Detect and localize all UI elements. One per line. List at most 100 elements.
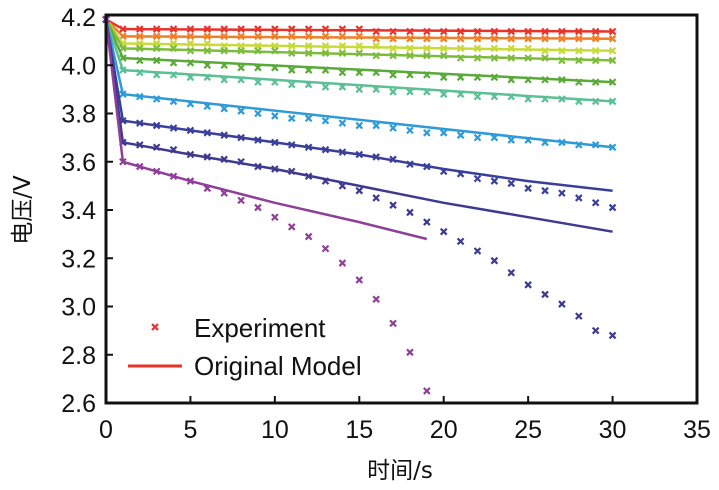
x-tick-label: 30 [599, 416, 627, 444]
series-curve-1 [102, 15, 617, 36]
experiment-point [254, 63, 262, 72]
experiment-point [406, 34, 414, 43]
experiment-point [507, 92, 516, 101]
series-curve-4 [102, 15, 617, 65]
experiment-point [507, 34, 516, 43]
x-tick-label: 25 [514, 416, 542, 444]
experiment-point [338, 25, 347, 33]
experiment-point [406, 27, 414, 36]
experiment-point [389, 319, 397, 328]
experiment-point [541, 95, 549, 103]
experiment-point [541, 186, 549, 195]
experiment-point [321, 32, 330, 41]
x-axis-ticks: 0 5 10 15 20 25 30 35 [99, 396, 711, 444]
experiment-point [355, 42, 364, 50]
experiment-point [541, 46, 549, 55]
experiment-point [169, 172, 178, 181]
experiment-point [558, 46, 566, 55]
experiment-point [473, 27, 482, 36]
series-curve-10 [102, 15, 431, 395]
legend-label-model: Original Model [194, 351, 362, 381]
experiment-point [439, 167, 448, 176]
experiment-point [406, 51, 414, 60]
experiment-point [608, 56, 617, 65]
experiment-point [541, 54, 549, 62]
experiment-point [237, 25, 245, 33]
experiment-point [456, 73, 465, 82]
experiment-point [271, 46, 279, 55]
experiment-point [186, 177, 195, 185]
experiment-point [152, 25, 161, 33]
experiment-point [271, 25, 279, 33]
experiment-point [203, 39, 212, 48]
experiment-point [608, 97, 617, 106]
experiment-point [186, 73, 195, 82]
experiment-point [608, 34, 617, 43]
experiment-point [591, 46, 600, 55]
experiment-point [355, 49, 364, 57]
model-line-curve-10 [104, 19, 428, 241]
experiment-point [203, 153, 212, 161]
experiment-point [423, 51, 431, 60]
experiment-point [220, 25, 228, 33]
experiment-point [423, 88, 431, 96]
experiment-point [575, 27, 583, 36]
experiment-point [152, 32, 161, 41]
experiment-point [152, 95, 161, 103]
experiment-point [338, 259, 347, 267]
experiment-point [203, 32, 212, 41]
experiment-point [507, 54, 516, 62]
experiment-point [304, 172, 313, 181]
series-curve-7 [102, 15, 617, 152]
experiment-point [186, 100, 195, 108]
experiment-point [338, 32, 347, 41]
experiment-point [423, 162, 431, 171]
experiment-point [591, 27, 600, 36]
experiment-point [372, 27, 380, 36]
experiment-point [169, 124, 178, 132]
experiment-point [287, 114, 296, 123]
experiment-point [575, 141, 583, 149]
experiment-point [135, 119, 144, 127]
experiment-point [558, 56, 566, 65]
experiment-point [541, 138, 549, 147]
experiment-point [338, 119, 347, 127]
experiment-point [490, 44, 499, 53]
experiment-point [406, 208, 414, 217]
experiment-point [423, 71, 431, 79]
experiment-point [524, 281, 532, 289]
experiment-point [321, 83, 330, 91]
experiment-point [473, 44, 482, 53]
experiment-point [287, 167, 296, 176]
experiment-point [287, 25, 296, 33]
experiment-point [372, 42, 380, 50]
experiment-point [406, 160, 414, 168]
experiment-point [575, 46, 583, 55]
experiment-point [355, 32, 364, 41]
y-tick-label: 3.8 [61, 101, 96, 129]
experiment-point [271, 32, 279, 41]
experiment-point [389, 201, 397, 209]
experiment-point [237, 32, 245, 41]
experiment-point [355, 186, 364, 195]
experiment-point [456, 170, 465, 178]
experiment-point [507, 75, 516, 84]
experiment-point [135, 25, 144, 33]
experiment-point [507, 136, 516, 144]
legend-marker-experiment [151, 323, 159, 331]
experiment-point [321, 116, 330, 125]
experiment-point [119, 157, 127, 166]
experiment-point [254, 46, 262, 55]
experiment-point [524, 184, 532, 193]
experiment-point [169, 32, 178, 41]
experiment-point [591, 326, 600, 335]
experiment-point [135, 92, 144, 101]
experiment-point [203, 73, 212, 82]
x-tick-label: 35 [683, 416, 711, 444]
experiment-point [406, 88, 414, 96]
experiment-point [372, 34, 380, 43]
experiment-point [304, 114, 313, 123]
series-curve-2 [102, 15, 617, 43]
experiment-point [203, 102, 212, 111]
experiment-point [372, 295, 380, 304]
